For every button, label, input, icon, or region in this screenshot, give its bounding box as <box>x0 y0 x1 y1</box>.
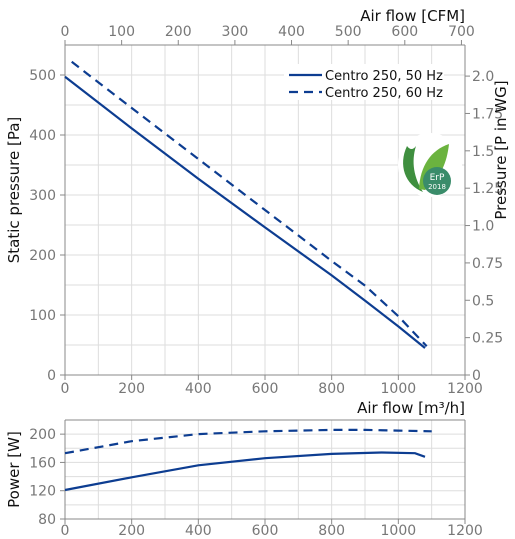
legend-label: Centro 250, 50 Hz <box>325 69 443 84</box>
x-tick-label: 0 <box>61 381 70 397</box>
y-tick-label: 160 <box>29 455 56 471</box>
y-tick-label: 300 <box>29 188 56 204</box>
y-tick-label: 0 <box>47 368 56 384</box>
x-tick-label: 400 <box>185 381 212 397</box>
x-tick-label: 200 <box>118 523 145 539</box>
y-axis-title: Power [W] <box>5 431 23 508</box>
x-tick-label: 200 <box>118 381 145 397</box>
x-top-tick-label: 300 <box>222 24 249 40</box>
x-top-tick-label: 0 <box>61 24 70 40</box>
x-tick-label: 600 <box>252 381 279 397</box>
power-line-60hz <box>64 428 432 455</box>
y-tick-label: 400 <box>29 128 56 144</box>
x-tick-label: 600 <box>252 523 279 539</box>
y-right-tick-label: 1.0 <box>472 219 494 235</box>
legend-background <box>284 64 444 100</box>
power-chart: 80 120 160 200 0 200 400 600 800 1000 1200 Power [W… <box>5 399 483 539</box>
x-top-axis-title: Air flow [CFM] <box>360 7 465 25</box>
y-right-tick-label: 1.25 <box>472 181 503 197</box>
y-tick-label: 100 <box>29 308 56 324</box>
y-tick-label: 500 <box>29 68 56 84</box>
x-tick-label: 800 <box>318 523 345 539</box>
leaf-icon <box>403 146 423 192</box>
y-tick-label: 80 <box>38 512 56 528</box>
y-right-tick-label: 0.75 <box>472 256 503 272</box>
y-right-tick-label: 2.0 <box>472 69 494 85</box>
y-right-tick-label: 0.25 <box>472 331 503 347</box>
x-tick-label: 1200 <box>447 381 483 397</box>
y-right-axis-title: Pressure [P in WG] <box>492 80 510 219</box>
badge-circle <box>423 167 451 195</box>
y-right-tick-label: 0.5 <box>472 293 494 309</box>
x-axis-title: Air flow [m³/h] <box>357 399 465 417</box>
x-top-tick-label: 500 <box>335 24 362 40</box>
x-tick-label: 1000 <box>381 523 417 539</box>
x-top-tick-label: 700 <box>448 24 475 40</box>
y-axis-title: Static pressure [Pa] <box>5 117 23 263</box>
legend-label: Centro 250, 60 Hz <box>325 86 443 101</box>
x-tick-label: 1000 <box>381 381 417 397</box>
x-tick-label: 400 <box>185 523 212 539</box>
y-right-tick-label: 1.75 <box>472 106 503 122</box>
badge-text: 2018 <box>428 183 446 191</box>
x-top-tick-label: 100 <box>108 24 135 40</box>
power-line-50hz <box>64 451 426 492</box>
x-tick-label: 0 <box>61 523 70 539</box>
y-right-tick-label: 0 <box>472 368 481 384</box>
x-top-tick-label: 400 <box>278 24 305 40</box>
y-tick-label: 200 <box>29 248 56 264</box>
x-tick-label: 800 <box>318 381 345 397</box>
badge-text: ErP <box>430 173 445 183</box>
x-top-tick-label: 600 <box>391 24 418 40</box>
series-line-50hz <box>64 75 426 349</box>
y-tick-label: 200 <box>29 427 56 443</box>
x-tick-label: 1200 <box>447 523 483 539</box>
y-right-tick-label: 1.5 <box>472 144 494 160</box>
x-top-tick-label: 200 <box>165 24 192 40</box>
series-line-60hz <box>71 60 428 347</box>
y-tick-label: 120 <box>29 484 56 500</box>
legend: Centro 250, 50 Hz Centro 250, 60 Hz <box>284 64 444 101</box>
